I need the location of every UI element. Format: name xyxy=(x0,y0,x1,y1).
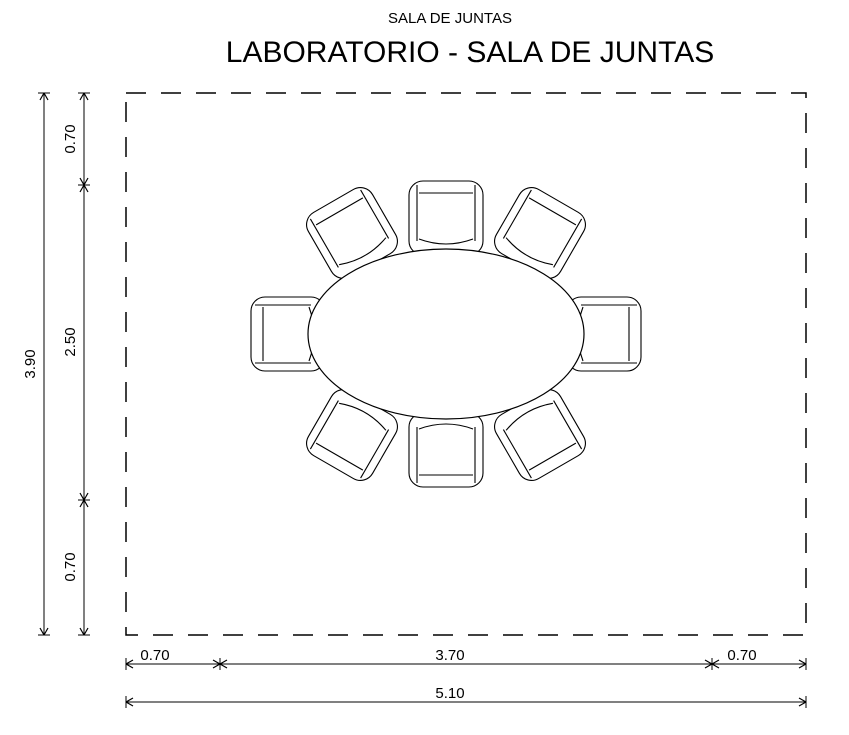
floor-plan-canvas: SALA DE JUNTAS LABORATORIO - SALA DE JUN… xyxy=(0,0,849,735)
dim-label: 3.90 xyxy=(22,349,39,378)
chair-5 xyxy=(409,413,483,487)
dim-label: 0.70 xyxy=(140,647,169,664)
dim-label: 0.70 xyxy=(62,124,79,153)
conference-table xyxy=(308,249,584,419)
chair-1 xyxy=(409,181,483,255)
dim-label: 3.70 xyxy=(435,647,464,664)
dim-label: 0.70 xyxy=(62,552,79,581)
dim-label: 0.70 xyxy=(727,647,756,664)
dim-label: 5.10 xyxy=(435,685,464,702)
dim-label: 2.50 xyxy=(62,327,79,356)
plan-svg: 3.90 0.70 2.50 0.70 0.70 3.70 0.70 5.10 xyxy=(0,0,849,735)
